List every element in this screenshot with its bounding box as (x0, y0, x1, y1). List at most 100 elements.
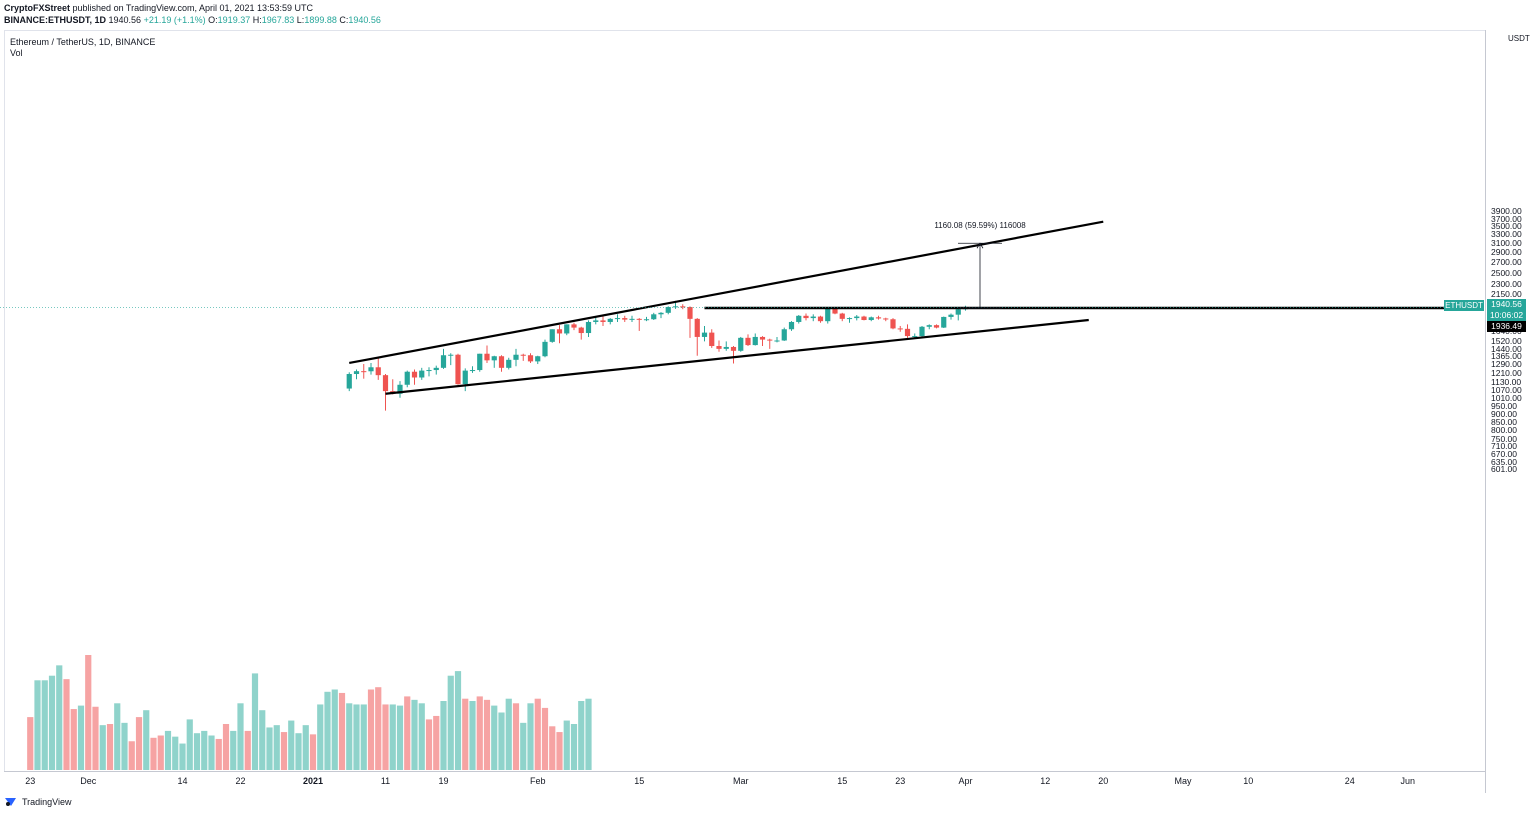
candle-body (825, 308, 831, 322)
bar-countdown: 10:06:02 (1489, 309, 1524, 320)
volume-bar (375, 687, 382, 770)
volume-bar (121, 722, 128, 770)
volume-bar (288, 720, 295, 770)
candle-body (839, 313, 845, 319)
candle-body (665, 307, 671, 313)
tradingview-logo[interactable]: TradingView (4, 796, 72, 808)
time-tick-label: 23 (895, 776, 906, 786)
volume-bar (541, 707, 549, 770)
candle-body (614, 318, 621, 320)
volume-bar (585, 698, 592, 770)
volume-bar (396, 705, 404, 770)
price-tick-label: 3300.00 (1491, 229, 1522, 240)
time-tick-label: 22 (235, 776, 246, 786)
candle-body (571, 324, 577, 328)
price-tick-label: 1440.00 (1491, 343, 1522, 354)
candle-body (730, 346, 737, 351)
price-tick-label: 1290.00 (1491, 359, 1522, 370)
volume-bar (404, 696, 411, 770)
time-tick-label: Apr (958, 776, 973, 786)
publisher-name[interactable]: CryptoFXStreet (4, 3, 71, 13)
volume-bar (505, 698, 512, 770)
candle-body (854, 316, 860, 319)
price-tick-label: 1520.00 (1491, 336, 1522, 347)
lower-trendline (385, 318, 1089, 395)
volume-bar (135, 717, 143, 770)
volume-bar (208, 735, 215, 770)
price-tick-label: 2700.00 (1491, 257, 1522, 268)
brand-name: TradingView (22, 797, 72, 807)
candle-body (549, 329, 555, 342)
time-tick-label: Dec (80, 776, 97, 786)
candle-body (687, 307, 693, 319)
candle-body (919, 326, 925, 337)
candle-body (484, 353, 490, 361)
candle-body (868, 317, 874, 321)
candle-body (926, 325, 932, 327)
chart-pane[interactable] (4, 30, 1485, 771)
candle-body (948, 314, 954, 317)
volume-bar (77, 705, 85, 770)
last-price: 1940.56 (108, 15, 142, 25)
price-tick-label: 950.00 (1491, 401, 1517, 412)
time-tick-label: 2021 (302, 776, 324, 786)
price-tick-label: 2900.00 (1491, 247, 1522, 258)
time-tick-label: Jun (1400, 776, 1416, 786)
volume-bar (578, 701, 585, 770)
volume-bar (389, 704, 396, 770)
candle-body (411, 371, 418, 378)
candle-body (774, 340, 780, 342)
volume-bar (280, 732, 288, 770)
high-value: 1967.83 (261, 15, 295, 25)
time-tick-label: 14 (177, 776, 188, 786)
high-label: H: (252, 15, 262, 25)
volume-bar (476, 696, 483, 770)
price-tick-label: 670.00 (1491, 449, 1517, 460)
volume-bar (172, 736, 179, 770)
volume-bar (498, 712, 505, 770)
published-info: published on TradingView.com, April 01, … (72, 3, 314, 13)
candle-body (542, 341, 548, 357)
candle-body (556, 329, 563, 334)
candle-body (904, 328, 911, 337)
candle-body (469, 370, 476, 372)
candle-body (643, 319, 650, 321)
candle-body (672, 306, 679, 308)
volume-indicator-label[interactable]: Vol (10, 48, 23, 58)
candle-body (875, 317, 882, 319)
candle-body (440, 355, 447, 368)
volume-bar (201, 730, 208, 770)
volume-bar (128, 741, 135, 770)
candle-body (658, 312, 664, 315)
volume-bar (237, 703, 244, 770)
candle-body (767, 339, 773, 341)
price-tick-label: 1010.00 (1491, 392, 1522, 403)
volume-bar (483, 699, 491, 770)
time-tick-label: 19 (438, 776, 449, 786)
candle-body (361, 371, 367, 373)
candle-body (651, 314, 657, 320)
candle-body (745, 337, 751, 346)
volume-bar (549, 726, 556, 770)
price-tick-label: 2150.00 (1491, 288, 1522, 299)
time-tick-label: 20 (1098, 776, 1109, 786)
volume-bar (41, 680, 48, 770)
price-tick-label: 800.00 (1491, 424, 1517, 435)
drawing-tools (0, 220, 1485, 395)
volume-bar (454, 671, 462, 770)
candle-body (578, 327, 584, 334)
volume-bar (346, 703, 353, 770)
volume-bar (411, 699, 418, 770)
volume-bar (331, 689, 338, 770)
time-tick-label: Feb (529, 776, 546, 786)
volume-bar (433, 715, 440, 770)
candle-body (520, 354, 526, 356)
candle-body (941, 316, 947, 328)
ohlc-line: BINANCE:ETHUSDT, 1D 1940.56 +21.19 (+1.1… (4, 14, 1004, 26)
price-tick-label: 3900.00 (1491, 206, 1522, 217)
price-tick-label: 635.00 (1491, 456, 1517, 467)
candle-body (912, 336, 918, 338)
volume-bar (512, 703, 520, 770)
volume-bar (302, 725, 309, 770)
